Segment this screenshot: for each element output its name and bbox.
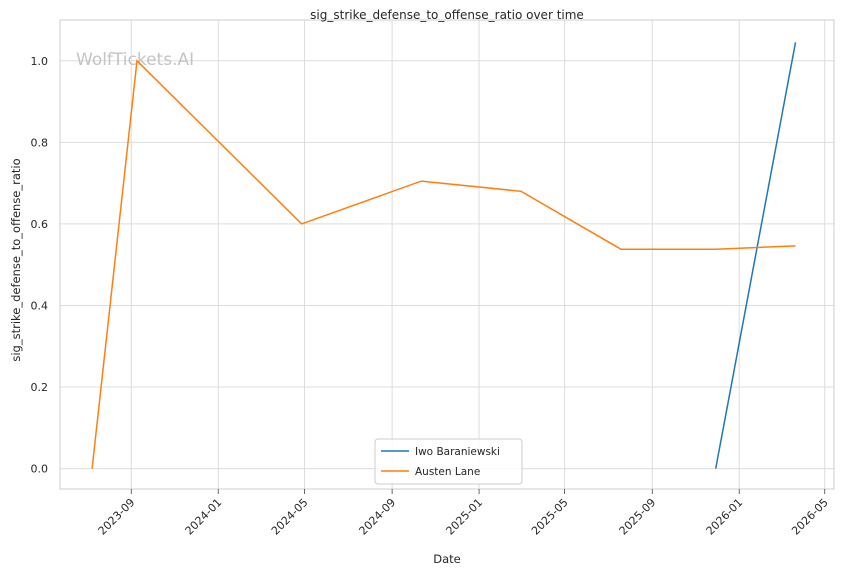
x-tick-labels: 2023-09 2024-01 2024-05 2024-09 2025-01 2025-… — [96, 489, 831, 538]
y-tick-label: 0.6 — [31, 218, 49, 231]
x-tick-label: 2024-01 — [183, 496, 225, 538]
x-tick-label: 2026-01 — [704, 496, 746, 538]
watermark: WolfTickets.AI — [76, 50, 194, 70]
x-tick-label: 2025-09 — [617, 496, 659, 538]
y-tick-labels: 0.0 0.2 0.4 0.6 0.8 1.0 — [31, 55, 49, 476]
legend-label-austen-lane: Austen Lane — [415, 466, 480, 478]
y-tick-label: 0.8 — [31, 136, 49, 149]
series-lines — [91, 42, 797, 469]
x-tick-label: 2023-09 — [96, 496, 138, 538]
y-tick-label: 1.0 — [31, 55, 49, 68]
x-tick-label: 2026-05 — [789, 496, 831, 538]
legend-box — [374, 438, 523, 485]
x-tick-label: 2025-01 — [443, 496, 485, 538]
x-tick-label: 2024-05 — [269, 496, 311, 538]
series-line-austen-lane — [91, 59, 796, 469]
legend-label-iwo-baraniewski: Iwo Baraniewski — [415, 446, 500, 458]
chart-title: sig_strike_defense_to_offense_ratio over… — [310, 8, 584, 22]
y-tick-label: 0.4 — [31, 299, 49, 312]
series-line-iwo-baraniewski — [714, 42, 797, 469]
x-tick-label: 2024-09 — [357, 496, 399, 538]
x-tick-label: 2025-05 — [529, 496, 571, 538]
grid-lines — [60, 20, 834, 489]
plot-frame — [59, 19, 835, 490]
x-axis-title: Date — [433, 552, 461, 566]
y-tick-label: 0.0 — [31, 463, 49, 476]
y-axis-title: sig_strike_defense_to_offense_ratio — [9, 158, 23, 361]
y-tick-label: 0.2 — [31, 381, 49, 394]
legend: Iwo Baraniewski Austen Lane — [374, 438, 523, 485]
